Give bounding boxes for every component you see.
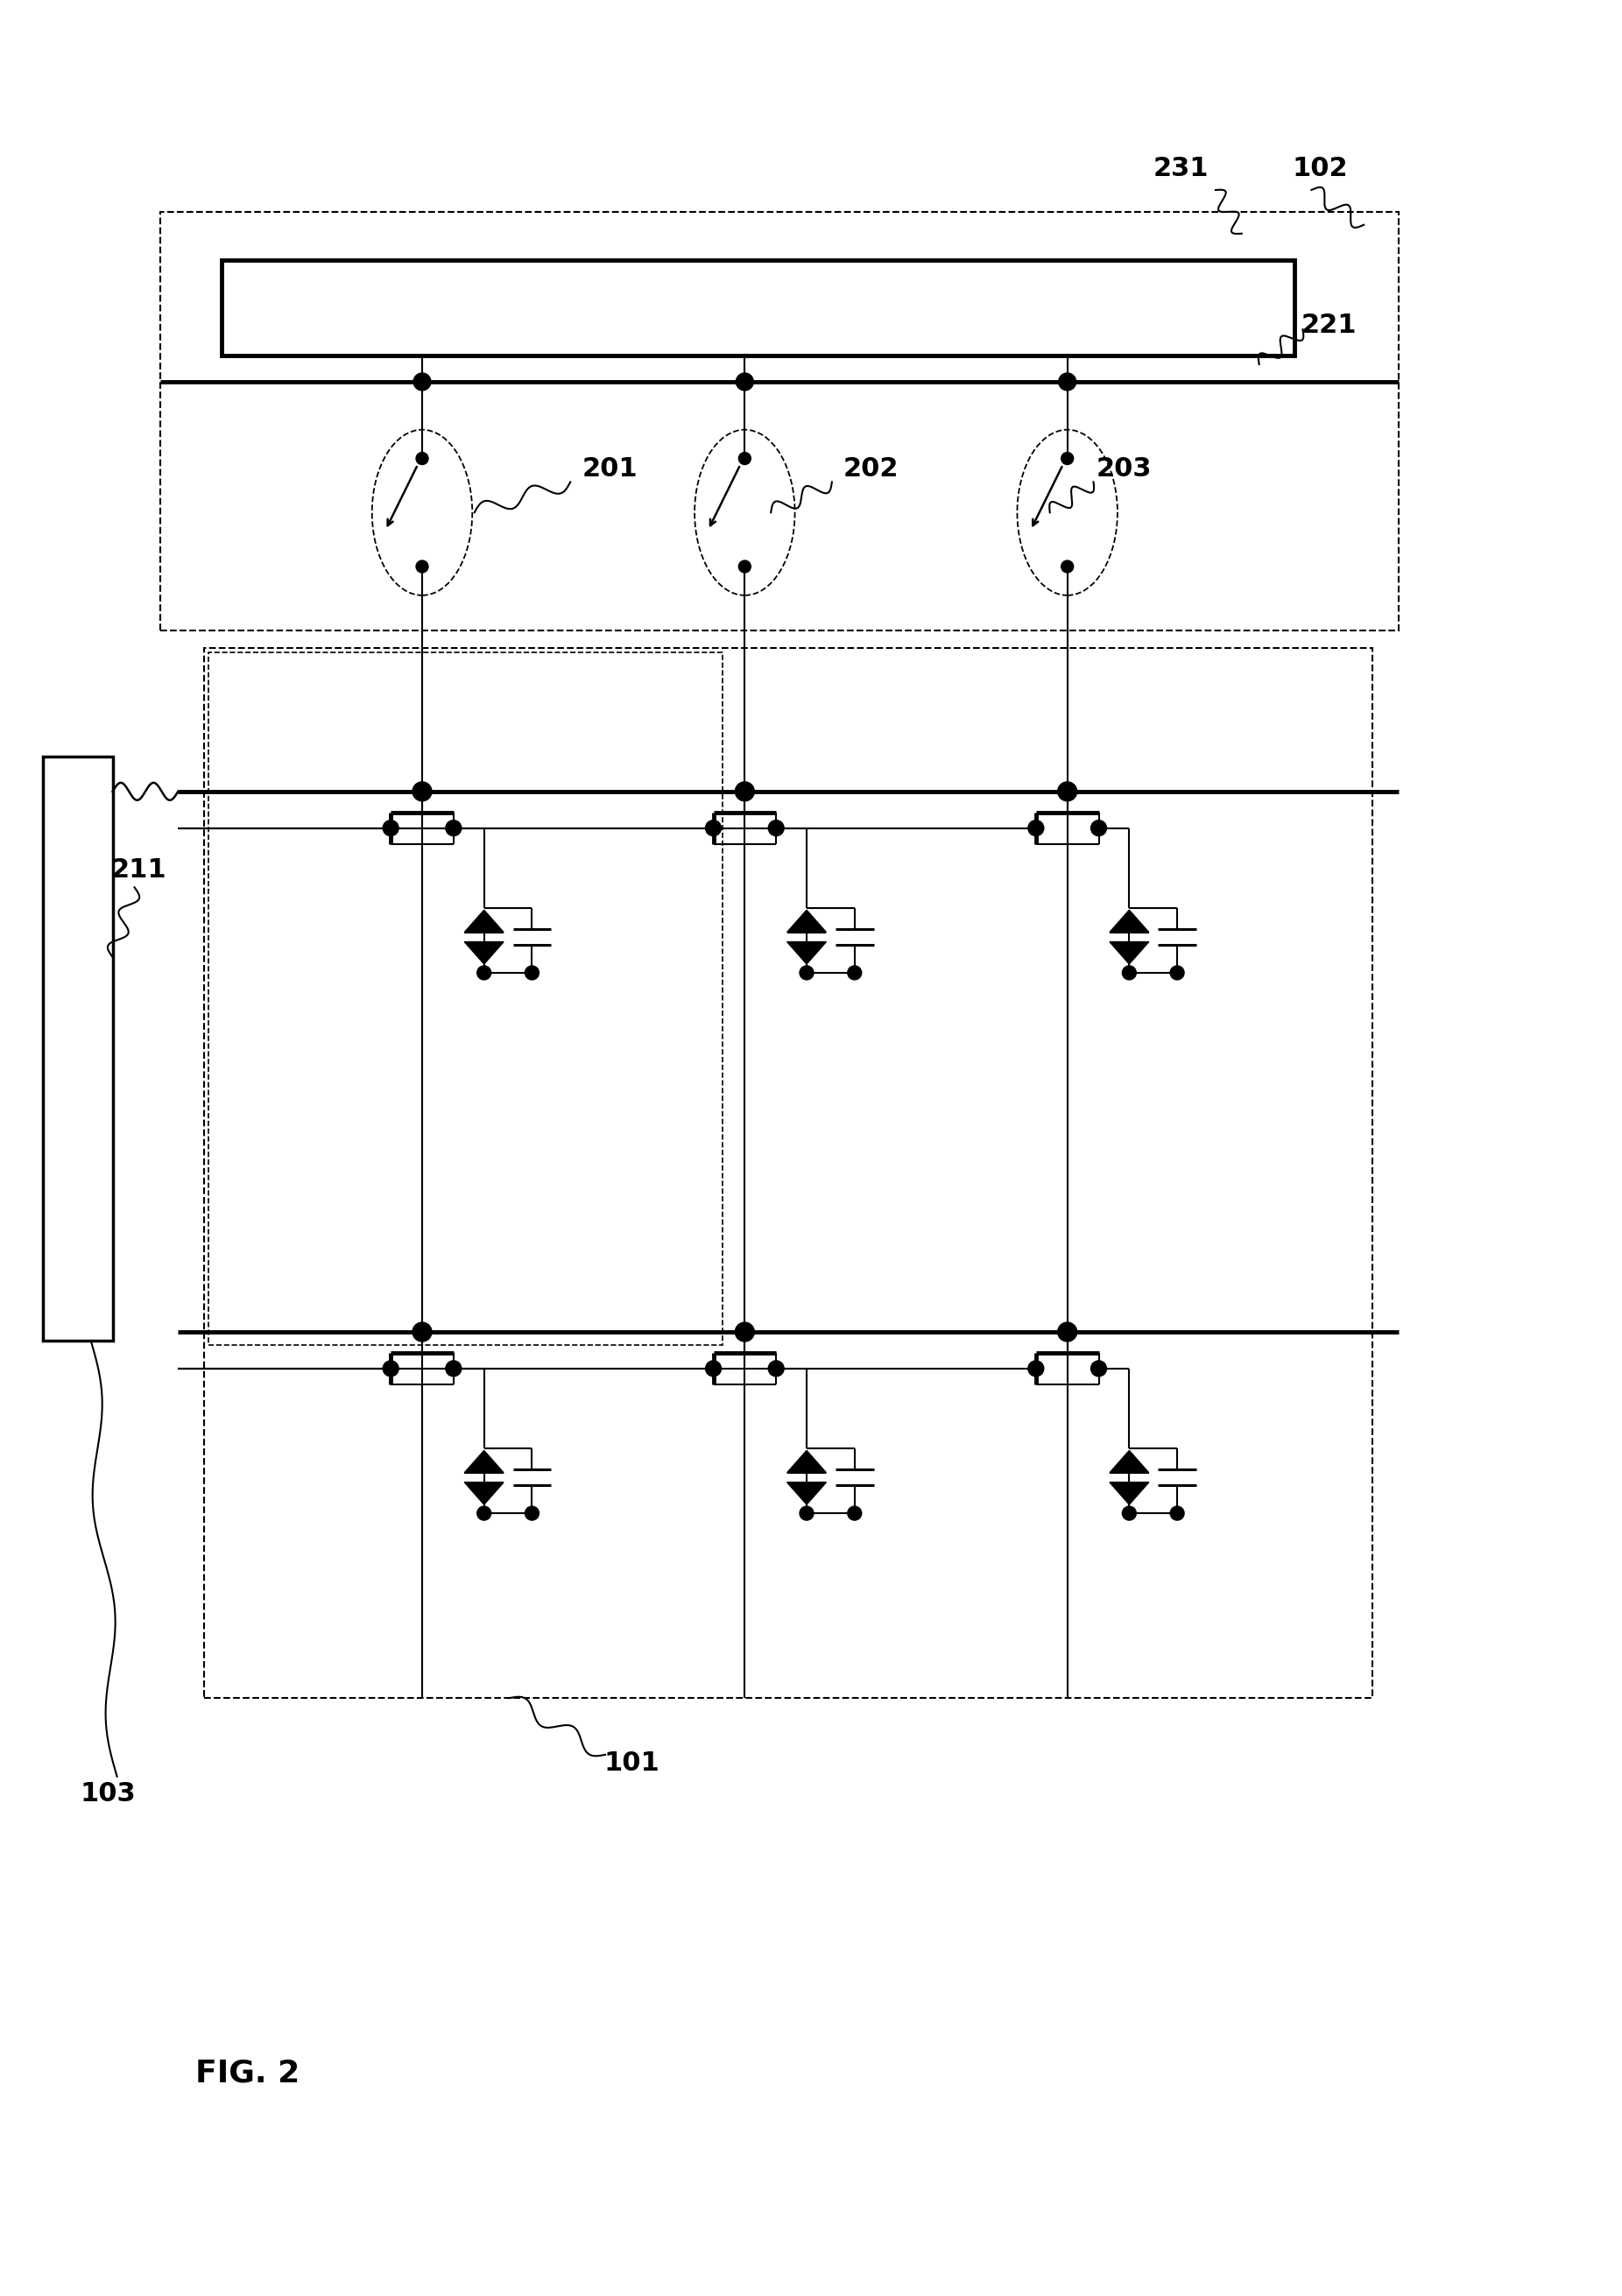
Circle shape	[417, 560, 428, 572]
Circle shape	[1061, 560, 1074, 572]
Circle shape	[1028, 820, 1045, 836]
Circle shape	[738, 452, 751, 464]
Circle shape	[706, 820, 722, 836]
Circle shape	[383, 820, 399, 836]
Bar	[209, 652, 723, 1345]
Circle shape	[1061, 452, 1074, 464]
Circle shape	[526, 967, 539, 980]
Circle shape	[800, 1506, 814, 1520]
Circle shape	[706, 1362, 722, 1375]
Circle shape	[477, 1506, 491, 1520]
Text: 221: 221	[1301, 312, 1356, 338]
Circle shape	[383, 1362, 399, 1375]
Circle shape	[848, 1506, 861, 1520]
Circle shape	[1122, 1506, 1135, 1520]
Text: 211: 211	[110, 856, 167, 882]
Text: 202: 202	[843, 457, 899, 482]
Circle shape	[446, 820, 461, 836]
Circle shape	[412, 1322, 431, 1341]
Circle shape	[1169, 967, 1184, 980]
Circle shape	[526, 1506, 539, 1520]
Text: 103: 103	[81, 1782, 136, 1807]
Circle shape	[1169, 1506, 1184, 1520]
Circle shape	[769, 820, 783, 836]
Circle shape	[1122, 967, 1135, 980]
Polygon shape	[464, 1451, 504, 1472]
Circle shape	[769, 1362, 783, 1375]
Polygon shape	[787, 909, 826, 932]
Circle shape	[1058, 1322, 1077, 1341]
Polygon shape	[464, 909, 504, 932]
Polygon shape	[1109, 1483, 1148, 1504]
Bar	[42, 758, 112, 1341]
Circle shape	[848, 967, 861, 980]
Bar	[222, 259, 1294, 356]
Circle shape	[1058, 783, 1077, 801]
Polygon shape	[1109, 941, 1148, 964]
Circle shape	[735, 1322, 754, 1341]
Text: 203: 203	[1096, 457, 1152, 482]
Circle shape	[800, 967, 814, 980]
Text: FIG. 2: FIG. 2	[196, 2057, 300, 2087]
Polygon shape	[1109, 1451, 1148, 1472]
Polygon shape	[787, 1451, 826, 1472]
Polygon shape	[787, 1483, 826, 1504]
Circle shape	[412, 783, 431, 801]
Circle shape	[1028, 1362, 1045, 1375]
Circle shape	[738, 560, 751, 572]
Text: 201: 201	[582, 457, 637, 482]
Polygon shape	[464, 1483, 504, 1504]
Text: 101: 101	[603, 1752, 659, 1777]
Polygon shape	[1109, 909, 1148, 932]
Polygon shape	[787, 941, 826, 964]
Circle shape	[1092, 1362, 1106, 1375]
Bar	[204, 647, 1372, 1699]
Text: 231: 231	[1153, 156, 1208, 181]
Circle shape	[477, 967, 491, 980]
Circle shape	[414, 372, 431, 390]
Polygon shape	[464, 941, 504, 964]
Circle shape	[417, 452, 428, 464]
Text: 102: 102	[1293, 156, 1348, 181]
Circle shape	[1059, 372, 1075, 390]
Bar	[161, 211, 1398, 629]
Circle shape	[446, 1362, 461, 1375]
Circle shape	[736, 372, 754, 390]
Circle shape	[1092, 820, 1106, 836]
Circle shape	[735, 783, 754, 801]
